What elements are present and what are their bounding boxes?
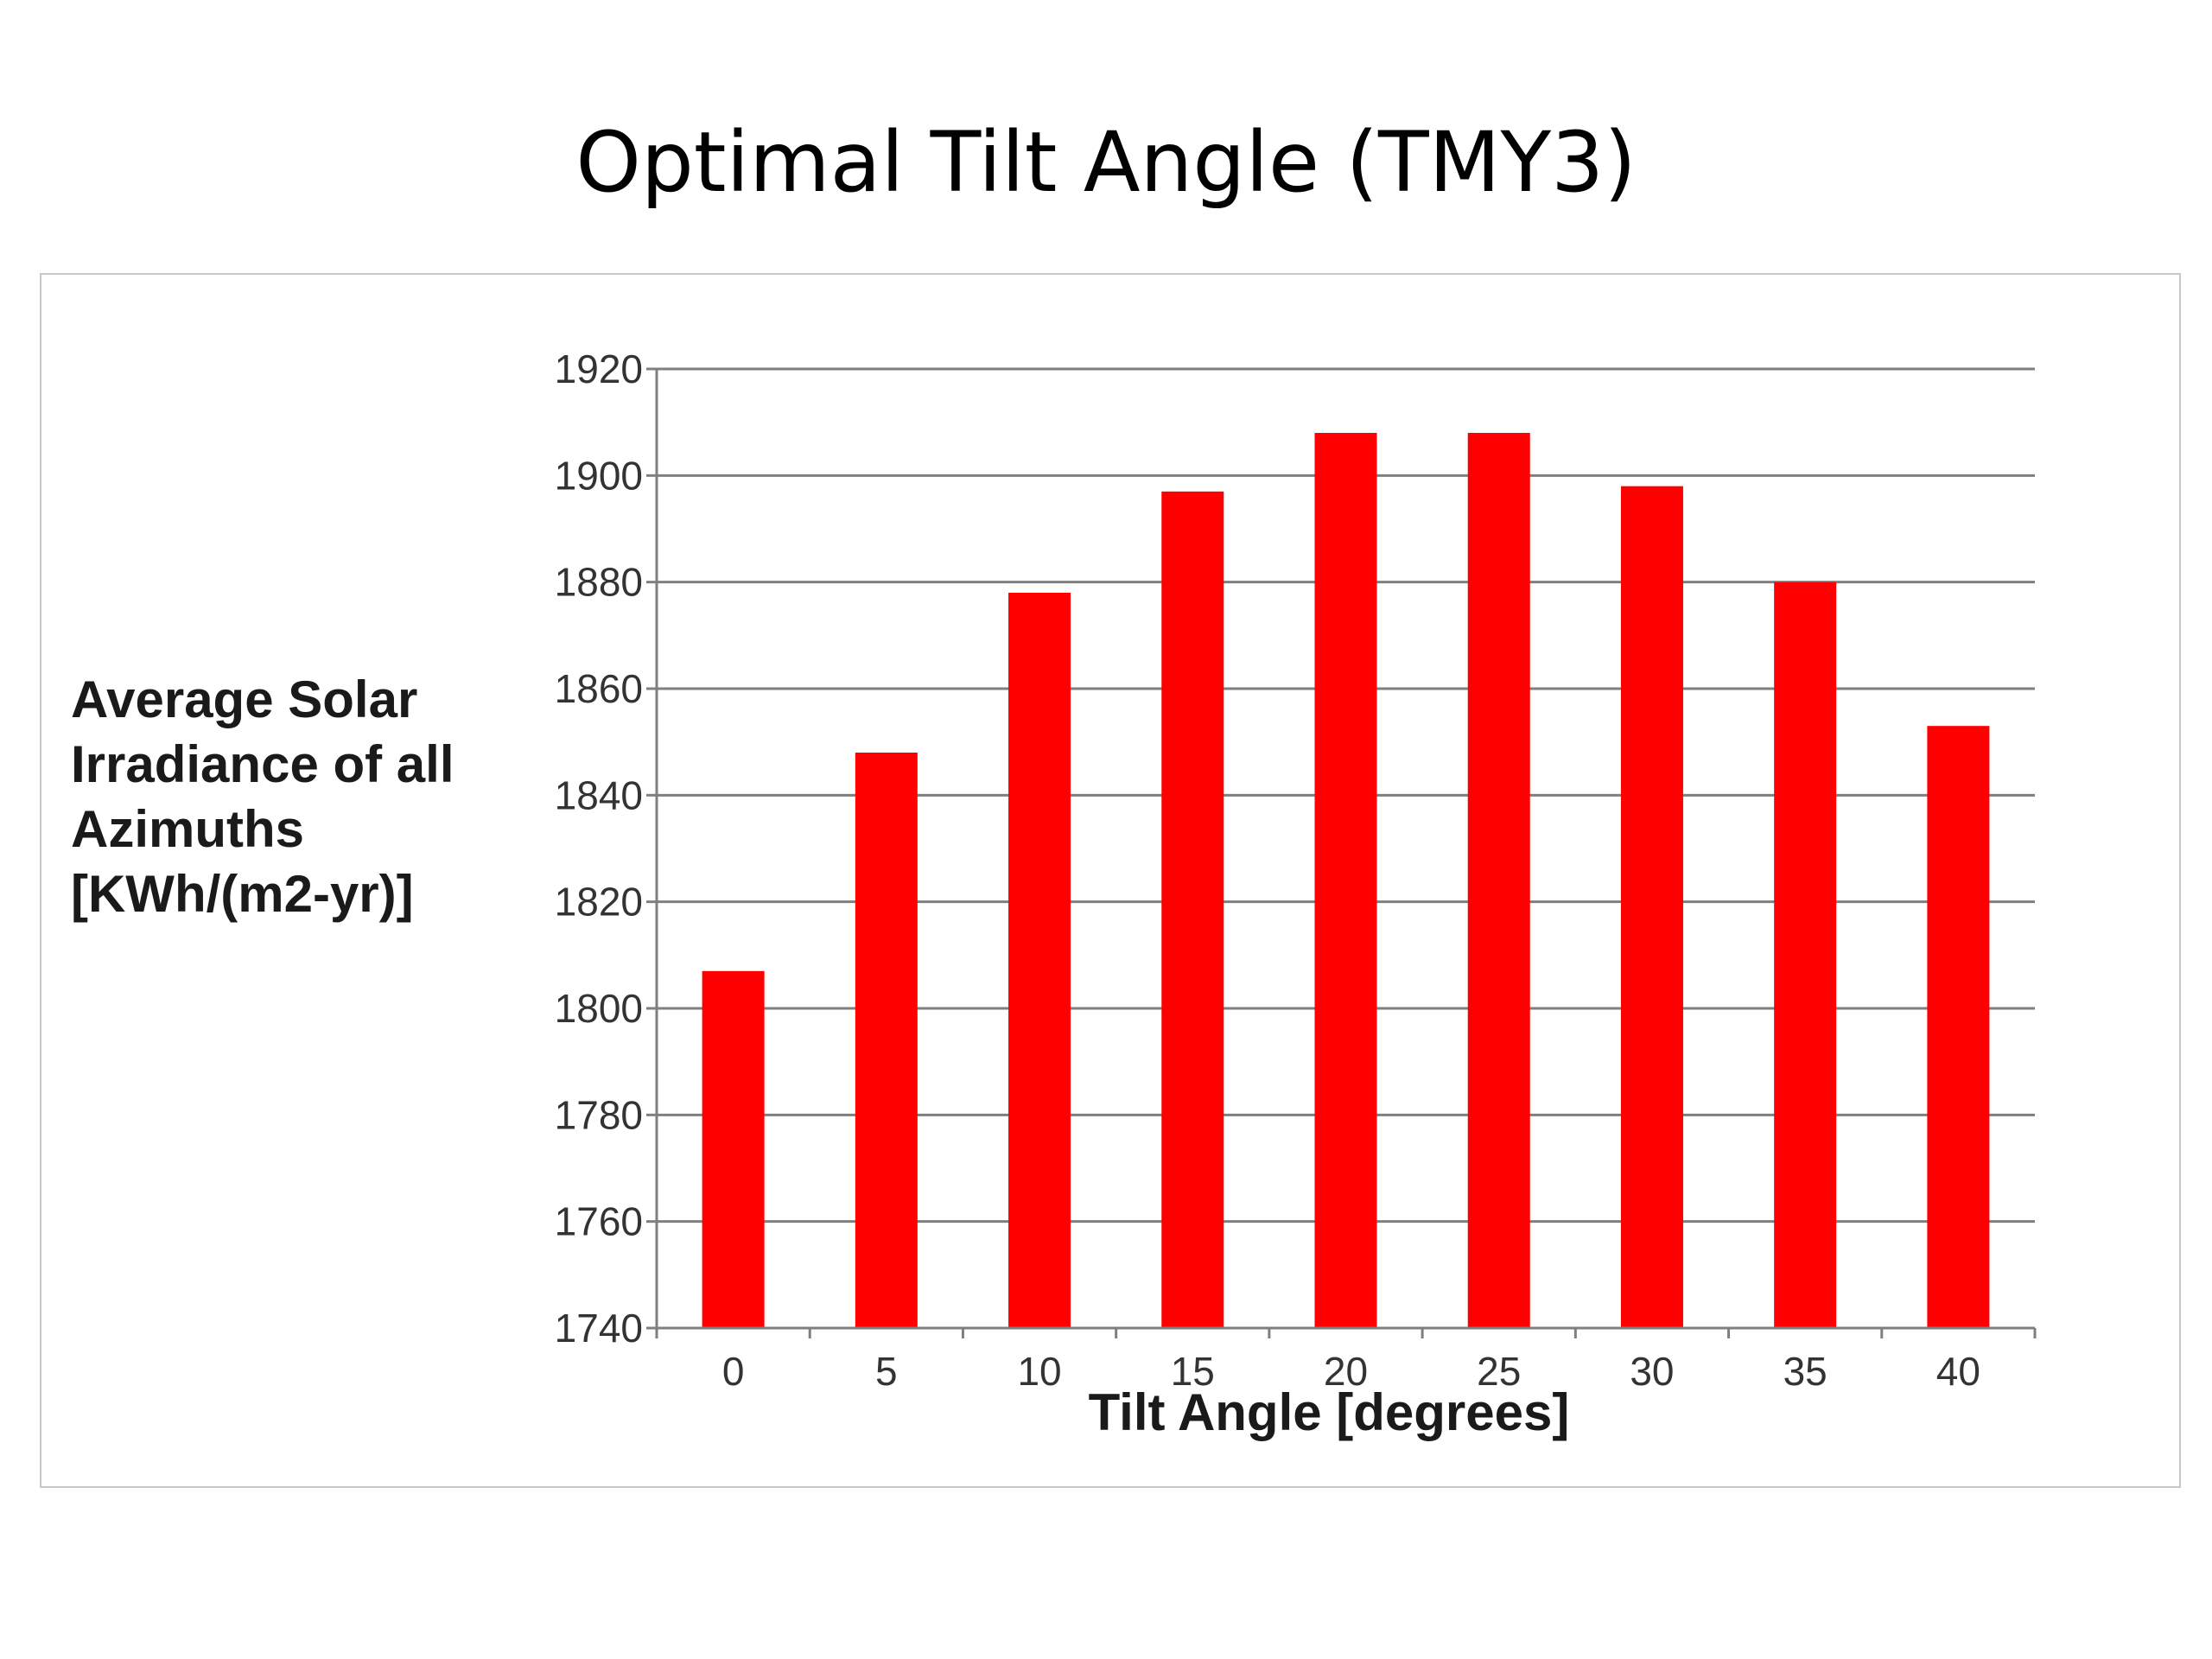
y-tick-label: 1740 — [555, 1306, 643, 1351]
tick-labels: 1740 1760 1780 1800 1820 1840 1860 1880 1900 1920… — [555, 346, 1980, 1394]
x-tick-label: 15 — [1171, 1349, 1215, 1394]
y-tick-label: 1820 — [555, 880, 643, 925]
y-axis-label: Average Solar Irradiance of all Azimuths… — [71, 671, 454, 923]
x-tick-label: 0 — [722, 1349, 745, 1394]
x-tick-label: 30 — [1630, 1349, 1674, 1394]
x-tick-label: 35 — [1783, 1349, 1827, 1394]
x-tick-label: 20 — [1324, 1349, 1368, 1394]
y-tick-label: 1840 — [555, 772, 643, 817]
bar — [855, 753, 918, 1328]
bar — [1314, 433, 1377, 1328]
y-tick-label: 1800 — [555, 986, 643, 1031]
x-tick-label: 5 — [875, 1349, 898, 1394]
y-tick-label: 1880 — [555, 560, 643, 605]
y-tick-label: 1760 — [555, 1199, 643, 1244]
bar — [1008, 593, 1071, 1328]
y-tick-label: 1900 — [555, 453, 643, 498]
bar — [1161, 491, 1224, 1328]
y-tick-label: 1860 — [555, 666, 643, 711]
bar — [1927, 726, 1990, 1328]
x-tick-label: 25 — [1477, 1349, 1521, 1394]
bar — [1620, 486, 1683, 1328]
bar — [1774, 582, 1837, 1328]
bar — [702, 970, 765, 1328]
x-tick-label: 40 — [1936, 1349, 1980, 1394]
axes — [646, 367, 2037, 1338]
y-tick-label: 1920 — [555, 346, 643, 391]
x-axis-label: Tilt Angle [degrees] — [1088, 1383, 1570, 1441]
bar — [1467, 433, 1530, 1328]
x-tick-label: 10 — [1017, 1349, 1061, 1394]
slide-title: Optimal Tilt Angle (TMY3) — [575, 114, 1637, 211]
y-tick-label: 1780 — [555, 1092, 643, 1137]
bars — [702, 433, 1990, 1328]
